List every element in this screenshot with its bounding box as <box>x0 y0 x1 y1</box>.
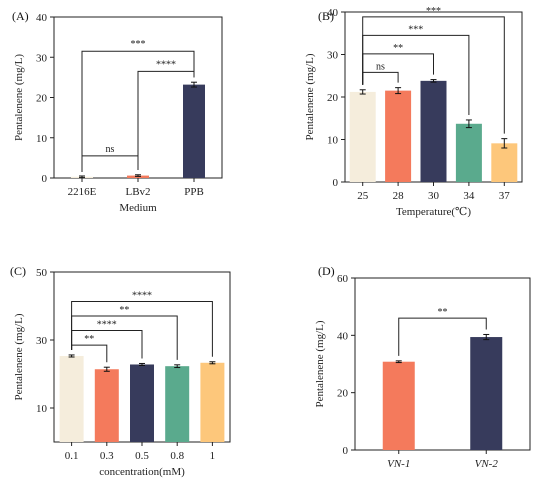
significance-bracket <box>362 71 399 85</box>
chart-panel-3: (C) 10 30 50 Pentalenene (mg/L) 0.1 0.3 0.5 0.8 1… <box>10 264 231 478</box>
x-axis-label: concentration(mM) <box>99 466 185 478</box>
y-tick-label: 60 <box>337 273 349 285</box>
x-axis-label: Temperature(℃) <box>396 206 471 218</box>
x-tick-label: 0.5 <box>135 450 149 462</box>
significance-label: **** <box>156 59 176 70</box>
panel-label: (D) <box>318 264 335 278</box>
bar <box>385 90 412 182</box>
significance-label: ns <box>376 61 385 72</box>
significance-label: **** <box>132 290 152 301</box>
bar <box>349 91 376 182</box>
x-tick-label: 25 <box>357 190 369 202</box>
chart-panel-1: (A) 0 10 20 30 40 Pentalenene (mg/L) 2216E LBv2 P… <box>12 9 223 214</box>
y-tick-label: 40 <box>327 7 339 19</box>
y-tick-label: 10 <box>36 403 48 415</box>
significance-bracket <box>81 50 195 172</box>
panel-label: (A) <box>12 9 29 23</box>
y-tick-label: 30 <box>327 50 339 62</box>
significance-bracket <box>71 300 213 357</box>
x-tick-label: 0.3 <box>100 450 114 462</box>
bar <box>491 143 518 182</box>
panel-label: (B) <box>318 9 334 23</box>
x-tick-label: 2216E <box>68 186 97 198</box>
significance-bracket <box>81 155 139 172</box>
bar <box>94 369 119 442</box>
x-tick-label: 30 <box>428 190 440 202</box>
significance-label: ** <box>393 43 403 54</box>
y-tick-label: 10 <box>327 135 339 147</box>
y-tick-label: 20 <box>36 93 48 105</box>
bar <box>200 362 225 442</box>
x-tick-label: VN-1 <box>387 458 410 470</box>
bar <box>59 355 84 442</box>
chart-panel-4: (D) 0 20 40 60 Pentalenene (mg/L) VN-1 VN-2 ** <box>314 264 531 470</box>
y-tick-label: 40 <box>337 330 349 342</box>
y-tick-label: 0 <box>343 445 349 457</box>
y-axis-label: Pentalenene (mg/L) <box>304 53 316 140</box>
significance-label: ** <box>119 305 129 316</box>
x-tick-label: 0.8 <box>170 450 184 462</box>
y-tick-label: 30 <box>36 52 48 64</box>
significance-bracket <box>362 34 470 115</box>
bar <box>420 80 447 182</box>
bar <box>165 366 190 442</box>
significance-label: ns <box>106 144 115 155</box>
y-tick-label: 0 <box>333 177 339 189</box>
x-axis-label: Medium <box>119 202 157 214</box>
x-tick-label: 28 <box>393 190 405 202</box>
significance-label: ** <box>84 334 94 345</box>
bar <box>382 361 415 450</box>
significance-label: *** <box>426 6 441 17</box>
y-tick-label: 10 <box>36 133 48 145</box>
bar <box>183 84 205 178</box>
x-tick-label: 37 <box>499 190 511 202</box>
bar <box>455 123 482 182</box>
y-tick-label: 50 <box>36 267 48 279</box>
y-tick-label: 0 <box>42 173 48 185</box>
y-tick-label: 20 <box>337 388 349 400</box>
x-tick-label: VN-2 <box>475 458 499 470</box>
significance-label: **** <box>97 320 117 331</box>
x-tick-label: 0.1 <box>65 450 79 462</box>
significance-label: *** <box>408 24 423 35</box>
bar <box>470 337 503 450</box>
significance-label: *** <box>131 39 146 50</box>
significance-bracket <box>398 317 487 356</box>
chart-panel-2: (B) 0 10 20 30 40 Pentalenene (mg/L) 25 28 30 34 37… <box>304 6 523 218</box>
y-axis-label: Pentalenene (mg/L) <box>314 320 326 407</box>
bar <box>130 364 154 442</box>
y-tick-label: 30 <box>36 335 48 347</box>
plot-frame <box>354 277 531 451</box>
y-tick-label: 40 <box>36 12 48 24</box>
x-tick-label: 1 <box>210 450 216 462</box>
x-tick-label: PPB <box>184 186 204 198</box>
x-tick-label: 34 <box>463 190 475 202</box>
significance-bracket <box>362 16 505 134</box>
y-axis-label: Pentalenene (mg/L) <box>13 313 25 400</box>
y-tick-label: 20 <box>327 92 339 104</box>
significance-label: ** <box>438 307 448 318</box>
panel-label: (C) <box>10 264 26 278</box>
y-axis-label: Pentalenene (mg/L) <box>13 54 25 141</box>
x-tick-label: LBv2 <box>125 186 150 198</box>
